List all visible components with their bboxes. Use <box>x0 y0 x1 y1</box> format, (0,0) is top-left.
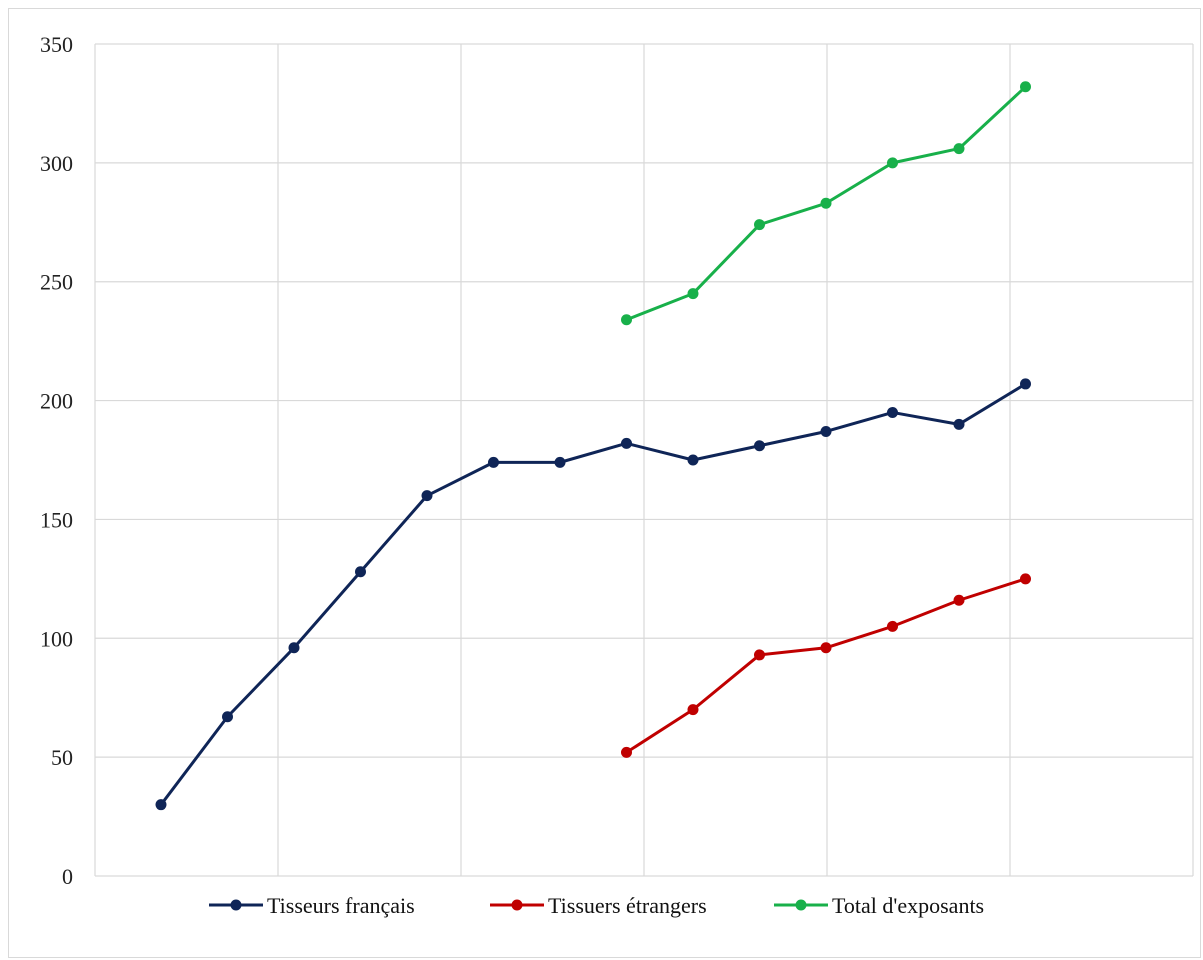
data-point <box>820 642 832 654</box>
data-point <box>621 314 632 326</box>
y-tick-label: 100 <box>40 626 73 651</box>
data-point <box>355 566 366 578</box>
data-point <box>953 594 965 606</box>
legend-label: Tisseurs français <box>267 893 415 918</box>
data-point <box>554 456 566 468</box>
legend-swatch-marker <box>511 899 523 911</box>
legend: Tisseurs français Tissuers étrangers Total… <box>209 893 984 918</box>
series-2 <box>621 573 1031 758</box>
y-tick-label: 200 <box>40 389 73 414</box>
data-point <box>953 143 965 155</box>
data-point <box>887 620 898 632</box>
legend-label: Tissuers étrangers <box>548 893 707 918</box>
series-group <box>155 81 1031 811</box>
series-line <box>159 382 1027 806</box>
data-point <box>887 406 898 418</box>
data-point <box>754 440 765 452</box>
y-tick-label: 0 <box>62 864 73 889</box>
legend-item: Tisseurs français <box>209 893 415 918</box>
legend-item: Tissuers étrangers <box>490 893 707 918</box>
legend-item: Total d'exposants <box>774 893 984 918</box>
data-point <box>1020 573 1031 585</box>
data-point <box>421 490 433 502</box>
data-point <box>621 746 632 758</box>
legend-swatch-marker <box>230 899 242 911</box>
series-line <box>625 577 1026 754</box>
y-tick-label: 350 <box>40 32 73 57</box>
data-point <box>820 425 832 437</box>
series-1 <box>155 378 1031 811</box>
data-point <box>488 456 499 468</box>
chart-frame: 0 50 100 150 200 250 300 350 Tisseurs français T… <box>8 8 1201 958</box>
gridlines <box>94 43 1194 877</box>
data-point <box>621 437 632 449</box>
data-point <box>687 288 699 300</box>
data-point <box>687 454 699 466</box>
legend-label: Total d'exposants <box>832 893 984 918</box>
data-point <box>953 418 965 430</box>
y-tick-label: 300 <box>40 151 73 176</box>
y-tick-label: 250 <box>40 270 73 295</box>
data-point <box>754 219 765 231</box>
data-point <box>687 704 699 716</box>
data-point <box>1020 378 1031 390</box>
data-point <box>155 799 167 811</box>
data-point <box>820 197 832 209</box>
data-point <box>754 649 765 661</box>
data-point <box>222 711 233 723</box>
legend-swatch-marker <box>795 899 807 911</box>
data-point <box>887 157 898 169</box>
data-point <box>288 642 300 654</box>
y-axis-tick-labels: 0 50 100 150 200 250 300 350 <box>40 32 73 889</box>
y-tick-label: 150 <box>40 507 73 532</box>
y-tick-label: 50 <box>51 745 73 770</box>
data-point <box>1020 81 1031 93</box>
series-3 <box>621 81 1031 326</box>
